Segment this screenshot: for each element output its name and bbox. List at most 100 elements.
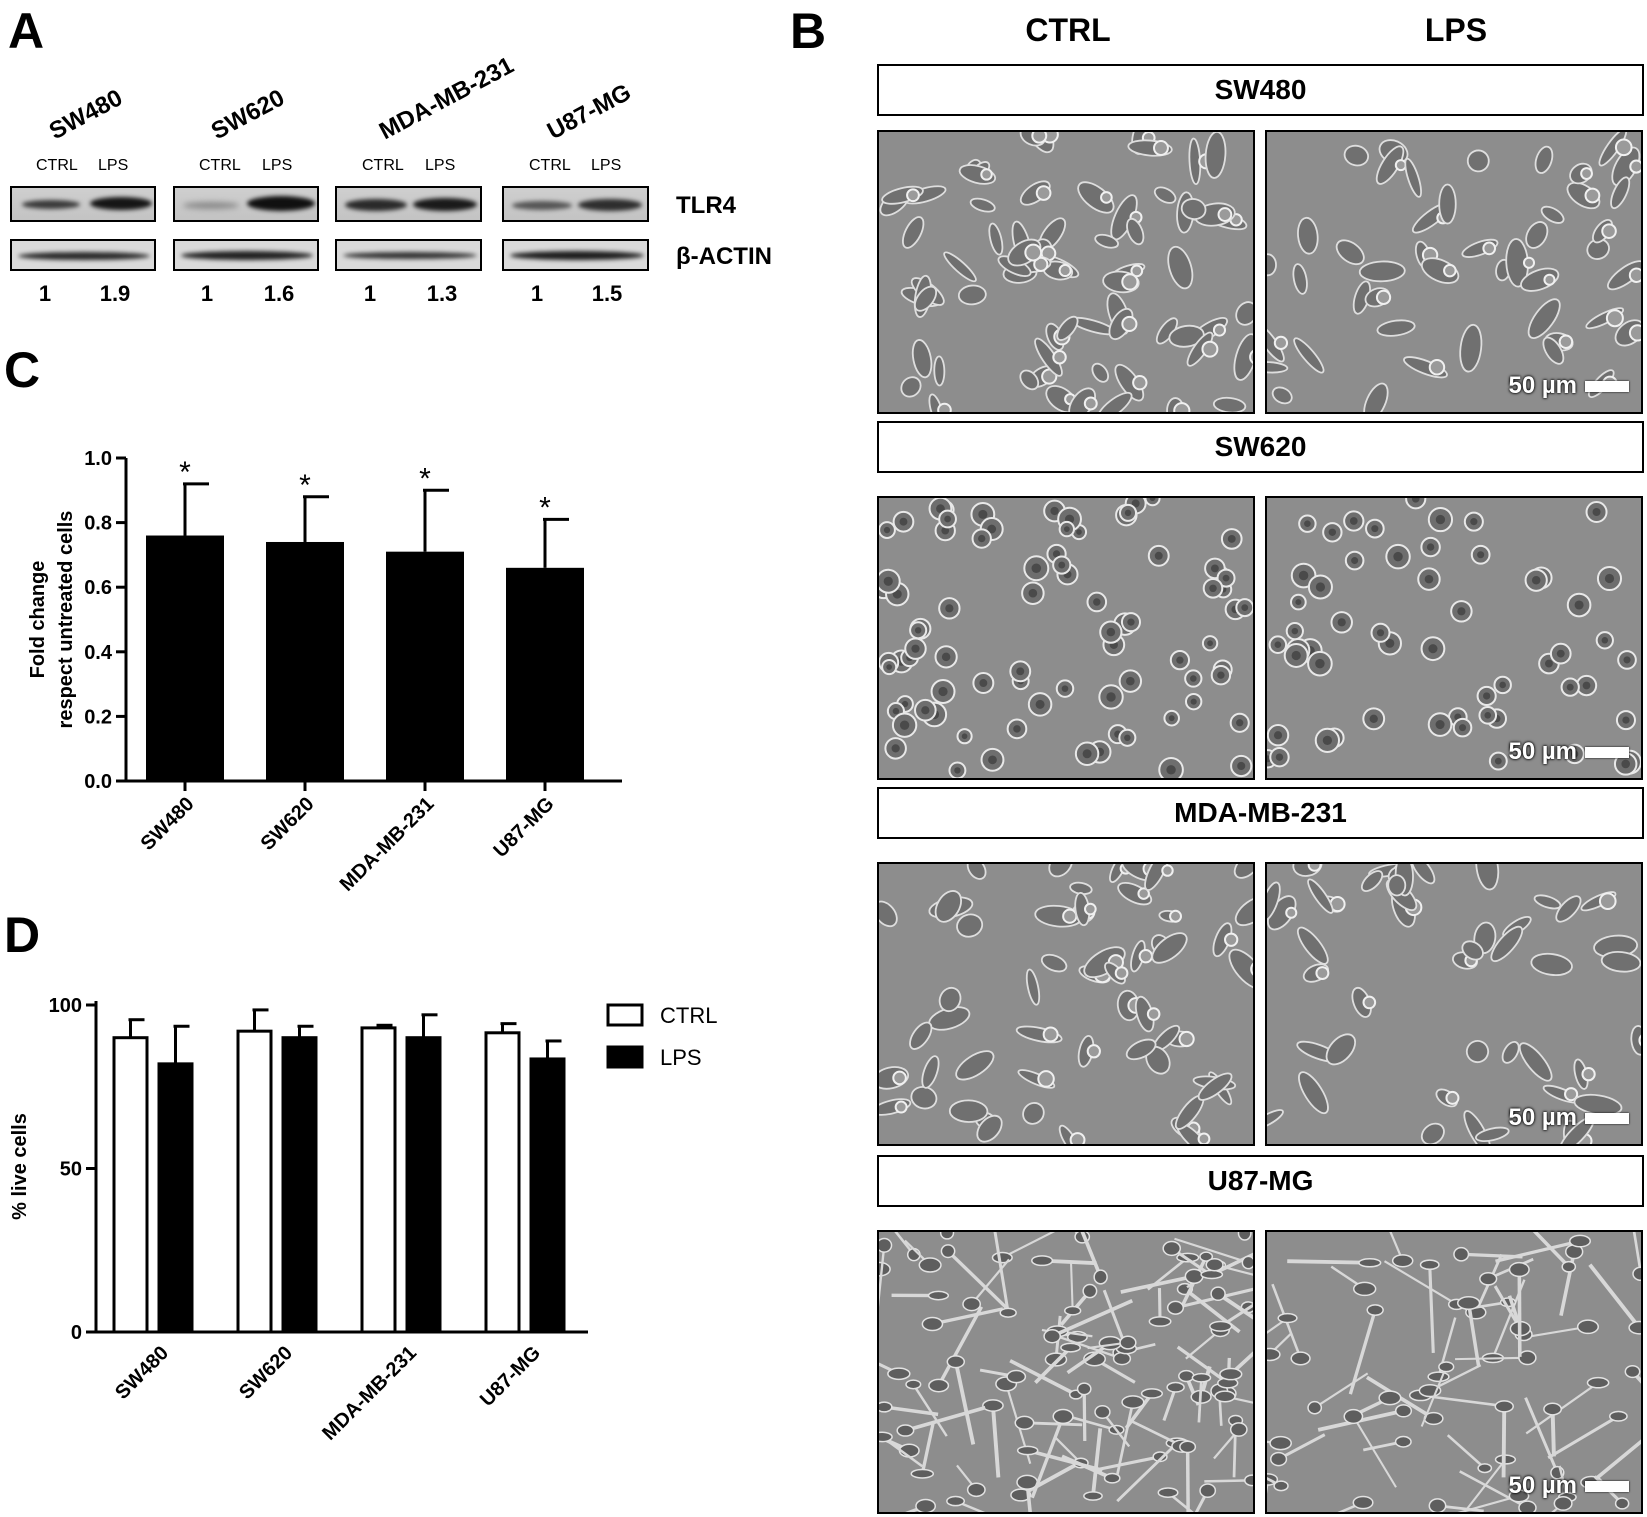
scale-bar: 50 µm: [1508, 1104, 1629, 1132]
blot-cell-line-label: U87-MG: [542, 78, 636, 146]
fold-change-chart: 0.0 0.2 0.4 0.6 0.8 1.0 * SW480 * SW620 * MDA-MB-23…: [0, 430, 640, 910]
blot-ratio: 1.5: [591, 281, 623, 306]
viability-chart-svg: 0 50 100 SW480 SW620 MDA-MB-231 U87-MG % live c…: [9, 995, 717, 1445]
x-category-label: U87-MG: [476, 1342, 545, 1411]
actin-blot-sw480: [10, 239, 156, 271]
blot-cell-line-label: SW620: [206, 84, 290, 146]
scale-bar-line: [1585, 747, 1629, 759]
bar-ctrl: [484, 1031, 521, 1334]
blot-ratio: 1: [200, 281, 214, 306]
micrograph-u87-mg-lps: 50 µm: [1265, 1230, 1643, 1514]
legend-swatch-lps: [606, 1045, 644, 1069]
scale-bar-label: 50 µm: [1508, 372, 1577, 399]
significance-marker: *: [539, 491, 551, 524]
actin-blot-u87-mg: [502, 239, 649, 271]
bar-ctrl: [236, 1029, 273, 1334]
lane-label: LPS: [425, 157, 456, 174]
scale-bar: 50 µm: [1508, 738, 1629, 766]
bar: [266, 541, 344, 781]
actin-blot-sw620: [173, 239, 319, 271]
micrograph-image: [1267, 1232, 1641, 1512]
actin-blot-mda-mb-231: [335, 239, 482, 271]
micrograph-image: [879, 132, 1253, 412]
blot-ratio: 1: [38, 281, 52, 306]
x-category-label: MDA-MB-231: [336, 793, 439, 896]
y-tick-label: 0: [71, 1322, 82, 1344]
row-header-u87-mg: U87-MG: [877, 1155, 1644, 1207]
blot-ratio: 1.3: [426, 281, 458, 306]
y-tick-label: 0.0: [84, 771, 112, 793]
bar-lps: [529, 1057, 566, 1334]
panel-label-c: C: [4, 342, 41, 398]
micrograph-sw620-lps: 50 µm: [1265, 496, 1643, 780]
column-header-ctrl: CTRL: [1025, 12, 1111, 48]
viability-chart: 0 50 100 SW480 SW620 MDA-MB-231 U87-MG % live c…: [0, 985, 760, 1505]
actin-marker-label: β-ACTIN: [676, 243, 772, 270]
tlr4-blot-sw480: [10, 186, 156, 222]
row-header-sw620: SW620: [877, 421, 1644, 473]
lane-label: LPS: [262, 157, 293, 174]
y-axis-title-line: Fold change: [27, 561, 49, 679]
micrograph-image: [1267, 498, 1641, 778]
lane-label: CTRL: [36, 157, 78, 174]
significance-marker: *: [179, 456, 191, 489]
micrograph-sw620-ctrl: [877, 496, 1255, 780]
y-axis-title: % live cells: [9, 1113, 31, 1220]
panel-label-b: B: [790, 3, 827, 59]
y-tick-label: 1.0: [84, 448, 112, 470]
x-category-label: SW480: [111, 1342, 173, 1404]
y-axis-title-line: respect untreated cells: [55, 511, 77, 729]
legend-label-lps: LPS: [660, 1045, 702, 1070]
blot-ratio: 1.9: [99, 281, 131, 306]
panel-label-a: A: [8, 3, 45, 59]
significance-marker: *: [299, 469, 311, 502]
blot-ratio: 1: [530, 281, 544, 306]
y-axis-title: Fold change respect untreated cells: [27, 511, 77, 729]
scale-bar: 50 µm: [1508, 372, 1629, 400]
micrograph-u87-mg-ctrl: [877, 1230, 1255, 1514]
scale-bar-line: [1585, 381, 1629, 393]
y-tick-label: 50: [60, 1159, 82, 1181]
x-category-label: SW620: [235, 1342, 297, 1404]
significance-marker: *: [419, 462, 431, 495]
scale-bar-label: 50 µm: [1508, 738, 1577, 765]
row-header-sw480: SW480: [877, 64, 1644, 116]
tlr4-blot-u87-mg: [502, 186, 649, 222]
x-category-label: MDA-MB-231: [318, 1342, 421, 1445]
lane-label: LPS: [591, 157, 622, 174]
y-tick-label: 100: [49, 995, 82, 1017]
bar-lps: [281, 1036, 318, 1334]
micrograph-sw480-lps: 50 µm: [1265, 130, 1643, 414]
y-tick-label: 0.2: [84, 706, 112, 728]
blot-ratio: 1.6: [263, 281, 295, 306]
legend-label-ctrl: CTRL: [660, 1003, 717, 1028]
scale-bar-label: 50 µm: [1508, 1472, 1577, 1499]
micrograph-image: [879, 1232, 1253, 1512]
blot-ratio: 1: [363, 281, 377, 306]
legend-swatch-ctrl: [606, 1003, 644, 1027]
panel-label-d: D: [4, 907, 41, 963]
lane-label: CTRL: [199, 157, 241, 174]
micrograph-image: [879, 864, 1253, 1144]
x-category-label: SW620: [257, 793, 319, 855]
blot-cell-line-label: MDA-MB-231: [374, 51, 519, 146]
bar-lps: [157, 1062, 194, 1334]
x-category-label: U87-MG: [490, 793, 559, 862]
micrograph-image: [879, 498, 1253, 778]
tlr4-marker-label: TLR4: [676, 192, 736, 219]
micrograph-mda-mb-231-ctrl: [877, 862, 1255, 1146]
y-tick-label: 0.8: [84, 513, 112, 535]
bar-ctrl: [360, 1026, 397, 1334]
bar: [146, 535, 224, 781]
micrograph-image: [1267, 132, 1641, 412]
scale-bar-line: [1585, 1481, 1629, 1493]
blot-cell-line-label: SW480: [44, 84, 128, 146]
y-tick-label: 0.6: [84, 577, 112, 599]
bar: [506, 567, 584, 781]
lane-label: LPS: [98, 157, 129, 174]
scale-bar: 50 µm: [1508, 1472, 1629, 1500]
micrograph-mda-mb-231-lps: 50 µm: [1265, 862, 1643, 1146]
fold-change-chart-svg: 0.0 0.2 0.4 0.6 0.8 1.0 * SW480 * SW620 * MDA-MB-23…: [27, 448, 622, 896]
bar-lps: [405, 1036, 442, 1334]
tlr4-blot-mda-mb-231: [335, 186, 482, 222]
